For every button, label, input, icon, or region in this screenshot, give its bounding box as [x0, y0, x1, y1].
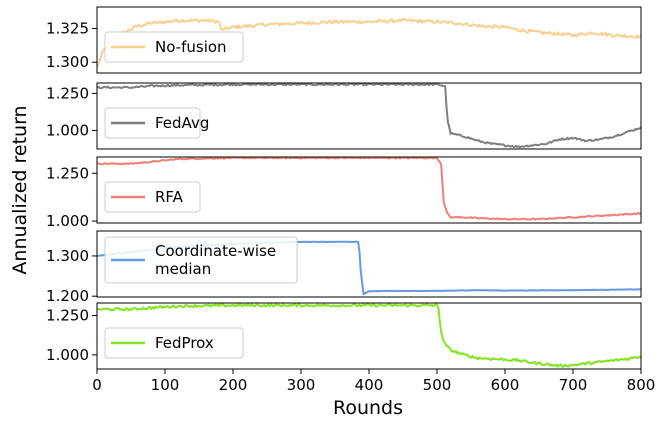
series-line-2 — [97, 157, 641, 221]
series-line-4 — [97, 303, 641, 368]
y-tick-label-2-1: 1.250 — [46, 164, 89, 182]
legend-label-4: FedProx — [155, 334, 214, 352]
x-tick-label-5: 500 — [423, 376, 452, 394]
panel-frame-3 — [96, 230, 642, 298]
legend-4: FedProx — [104, 327, 244, 359]
legend-1: FedAvg — [104, 107, 209, 139]
x-tick-label-2: 200 — [219, 376, 248, 394]
legend-box-4 — [104, 327, 244, 359]
x-tick-label-7: 700 — [559, 376, 588, 394]
x-tick-label-3: 300 — [287, 376, 316, 394]
legend-box-1 — [104, 107, 201, 139]
legend-label-1: FedAvg — [155, 114, 209, 132]
x-axis: 0 100 200 300 400 500 600 700 800 — [92, 369, 655, 394]
panel-1: 1.000 1.250 FedAvg — [46, 82, 642, 150]
x-tick-label-1: 100 — [151, 376, 180, 394]
legend-label-3-0: Coordinate-wise — [155, 242, 276, 260]
panel-frame-1 — [96, 82, 642, 150]
y-tick-label-0-1: 1.325 — [46, 20, 89, 38]
y-tick-label-0-0: 1.300 — [46, 53, 89, 71]
legend-label-3-1: median — [155, 260, 211, 278]
panel-frame-2 — [96, 156, 642, 224]
y-axis-label: Annualized return — [9, 105, 31, 274]
legend-box-2 — [104, 181, 201, 213]
y-tick-label-1-1: 1.250 — [46, 84, 89, 102]
legend-label-2: RFA — [155, 188, 184, 206]
panel-3: 1.200 1.300 Coordinate-wise median — [46, 230, 642, 305]
legend-box-3 — [104, 236, 298, 284]
y-tick-label-1-0: 1.000 — [46, 121, 89, 139]
y-tick-label-4-0: 1.000 — [46, 346, 89, 364]
panel-4: 1.000 1.250 FedProx — [46, 302, 642, 370]
legend-label-0: No-fusion — [155, 38, 227, 56]
y-tick-label-3-1: 1.300 — [46, 247, 89, 265]
series-line-1 — [97, 83, 641, 149]
legend-0: No-fusion — [104, 31, 244, 63]
y-tick-label-2-0: 1.000 — [46, 212, 89, 230]
series-line-0 — [97, 17, 641, 68]
panel-2: 1.000 1.250 RFA — [46, 156, 642, 230]
legend-3: Coordinate-wise median — [104, 236, 298, 284]
x-tick-label-4: 400 — [355, 376, 384, 394]
y-tick-label-3-0: 1.200 — [46, 287, 89, 305]
x-tick-label-8: 800 — [627, 376, 656, 394]
legend-box-0 — [104, 31, 244, 63]
y-tick-label-4-1: 1.250 — [46, 307, 89, 325]
x-axis-label: Rounds — [333, 397, 403, 419]
panels: 1.3001.325No-fusion1.0001.250FedAvg1.000… — [46, 6, 642, 370]
legend-2: RFA — [104, 181, 201, 213]
x-tick-label-6: 600 — [491, 376, 520, 394]
x-tick-label-0: 0 — [92, 376, 102, 394]
panel-frame-0 — [96, 6, 642, 74]
panel-0: 1.300 1.325 No-fusion — [46, 6, 642, 74]
